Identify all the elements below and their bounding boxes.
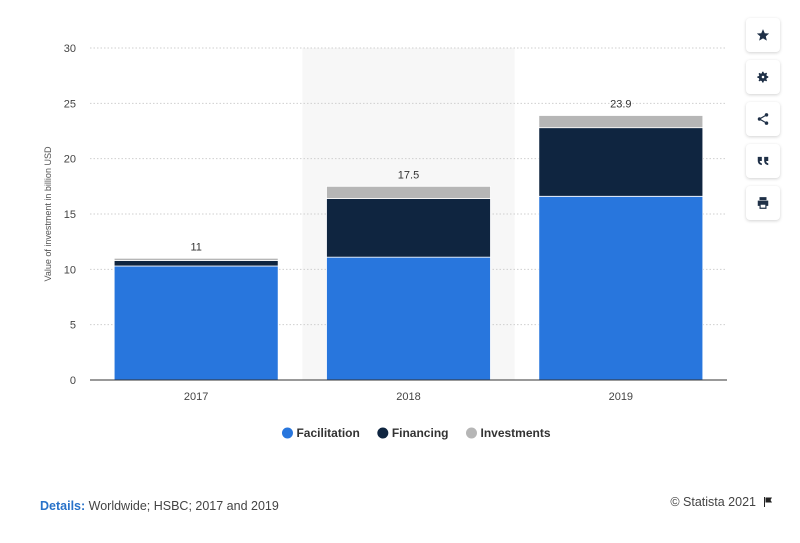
share-icon — [757, 113, 769, 125]
legend-label-facilitation[interactable]: Facilitation — [296, 426, 359, 440]
legend-marker-investments[interactable] — [465, 427, 477, 439]
statista-credit[interactable]: © Statista 2021 — [670, 495, 774, 509]
bar-financing-2018[interactable] — [326, 198, 491, 258]
bar-facilitation-2017[interactable] — [113, 265, 279, 381]
y-tick-label: 15 — [64, 209, 76, 221]
bar-investments-2019[interactable] — [538, 115, 704, 129]
legend-marker-financing[interactable] — [377, 427, 389, 439]
y-axis-title: Value of investment in billion USD — [43, 146, 53, 281]
chart-toolbar — [746, 18, 780, 220]
y-tick-label: 10 — [64, 264, 76, 276]
share-button[interactable] — [746, 102, 780, 136]
total-label-2019: 23.9 — [610, 99, 631, 111]
x-tick-label-2018: 2018 — [396, 391, 420, 403]
y-tick-label: 20 — [64, 154, 76, 166]
legend-marker-facilitation[interactable] — [281, 427, 293, 439]
y-tick-label: 5 — [70, 320, 76, 332]
legend-label-investments[interactable]: Investments — [480, 426, 550, 440]
stacked-bar-chart: 0 5 10 15 20 25 30 Value of investment in billi… — [43, 43, 727, 440]
credit-text: © Statista 2021 — [670, 495, 756, 509]
cite-button[interactable] — [746, 144, 780, 178]
quote-icon — [757, 156, 769, 166]
details-label: Details: — [40, 499, 86, 513]
bar-facilitation-2019[interactable] — [538, 195, 704, 381]
bar-facilitation-2018[interactable] — [326, 256, 491, 381]
x-tick-label-2017: 2017 — [184, 391, 208, 403]
bar-financing-2017[interactable] — [113, 260, 279, 267]
y-tick-label: 0 — [70, 375, 76, 387]
flag-icon — [764, 497, 772, 507]
gear-icon — [757, 71, 769, 83]
y-tick-label: 30 — [64, 43, 76, 55]
details-text: Worldwide; HSBC; 2017 and 2019 — [88, 499, 279, 513]
total-label-2018: 17.5 — [398, 169, 419, 181]
bar-financing-2019[interactable] — [538, 127, 704, 197]
y-tick-label: 25 — [64, 98, 76, 110]
print-button[interactable] — [746, 186, 780, 220]
total-label-2017: 11 — [190, 241, 201, 253]
star-icon — [756, 29, 770, 41]
legend-label-financing[interactable]: Financing — [392, 426, 449, 440]
favorite-button[interactable] — [746, 18, 780, 52]
bar-investments-2018[interactable] — [326, 185, 491, 199]
settings-button[interactable] — [746, 60, 780, 94]
print-icon — [757, 197, 769, 209]
details-note: Details: Worldwide; HSBC; 2017 and 2019 — [40, 499, 279, 513]
bar-investments-2017[interactable] — [113, 257, 279, 261]
x-tick-label-2019: 2019 — [609, 391, 633, 403]
